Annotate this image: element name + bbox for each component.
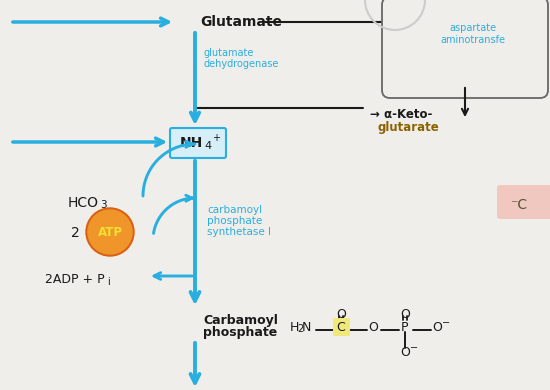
Text: dehydrogenase: dehydrogenase	[203, 59, 278, 69]
Text: phosphate: phosphate	[203, 326, 277, 339]
Text: 2: 2	[72, 226, 80, 240]
Text: HCO: HCO	[68, 196, 99, 210]
FancyBboxPatch shape	[170, 128, 226, 158]
Text: −: −	[410, 343, 418, 353]
Text: i: i	[107, 277, 110, 287]
Text: 2: 2	[297, 324, 303, 334]
Text: ATP: ATP	[97, 227, 123, 239]
Text: aspartate: aspartate	[449, 23, 496, 33]
Text: glutarate: glutarate	[378, 121, 440, 134]
Text: Glutamate: Glutamate	[200, 15, 282, 29]
FancyBboxPatch shape	[333, 318, 350, 336]
Text: 4: 4	[204, 141, 211, 151]
Text: O: O	[432, 321, 442, 334]
Text: N: N	[302, 321, 311, 334]
Text: O: O	[336, 308, 346, 321]
Text: 3: 3	[100, 200, 107, 210]
Text: O: O	[368, 321, 378, 334]
Text: aminotransfe: aminotransfe	[440, 35, 505, 45]
Text: glutamate: glutamate	[203, 48, 254, 58]
Text: synthetase I: synthetase I	[207, 227, 271, 237]
Text: +: +	[212, 133, 220, 143]
Text: Carbamoyl: Carbamoyl	[203, 314, 278, 327]
Text: P: P	[402, 321, 409, 334]
FancyBboxPatch shape	[497, 185, 550, 219]
Text: 2ADP + P: 2ADP + P	[45, 273, 104, 286]
Text: H: H	[290, 321, 299, 334]
Text: −: −	[442, 318, 450, 328]
FancyBboxPatch shape	[382, 0, 548, 98]
Text: NH: NH	[180, 136, 204, 150]
Text: O: O	[400, 308, 410, 321]
Circle shape	[88, 210, 132, 254]
Text: phosphate: phosphate	[207, 216, 262, 226]
Circle shape	[86, 208, 134, 256]
Text: O: O	[400, 346, 410, 359]
Text: C: C	[337, 321, 345, 334]
Text: → α-Keto-: → α-Keto-	[370, 108, 432, 121]
Text: carbamoyl: carbamoyl	[207, 205, 262, 215]
Text: ⁻C: ⁻C	[510, 198, 527, 212]
